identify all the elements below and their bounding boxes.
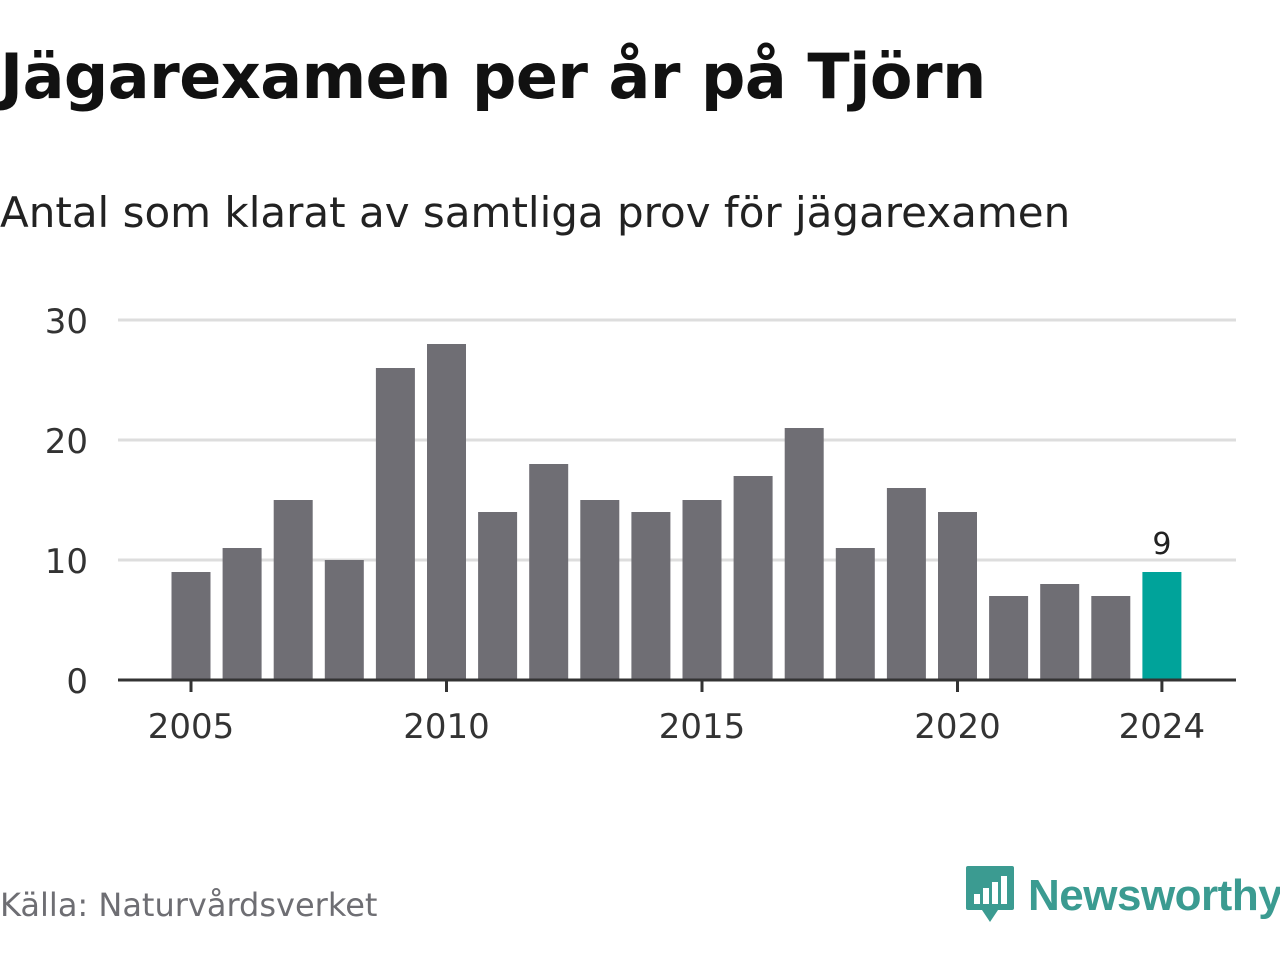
x-tick-label: 2010 [403, 707, 490, 747]
chart-title: Jägarexamen per år på Tjörn [0, 40, 986, 113]
x-tick-label: 2024 [1119, 707, 1206, 747]
source-note: Källa: Naturvårdsverket [0, 886, 378, 924]
y-tick-label: 10 [45, 542, 88, 582]
bar [222, 548, 262, 680]
bar [375, 368, 415, 680]
bar [1040, 584, 1080, 680]
brand-name: Newsworthy [1028, 871, 1280, 920]
bar-chart: 0 10 20 30 9 2005 2010 2015 2020 2024 [45, 302, 1236, 747]
bar [427, 344, 466, 680]
bar [989, 596, 1029, 680]
y-tick-label: 20 [45, 422, 88, 462]
bar [1091, 596, 1131, 680]
brand-logo: Newsworthy [964, 864, 1280, 928]
bar [580, 500, 620, 680]
x-tick-label: 2015 [659, 707, 746, 747]
y-tick-label: 30 [45, 302, 88, 342]
bar [529, 464, 569, 680]
x-tick-label: 2020 [914, 707, 1001, 747]
chart-subtitle: Antal som klarat av samtliga prov för jä… [0, 188, 1071, 237]
bar [886, 488, 926, 680]
y-tick-label: 0 [66, 662, 88, 702]
bar [733, 476, 773, 680]
bar [171, 572, 211, 680]
bar [631, 512, 671, 680]
x-tick-label: 2005 [148, 707, 235, 747]
bar [273, 500, 313, 680]
bar [1142, 572, 1182, 680]
bar [478, 512, 518, 680]
bar [682, 500, 722, 680]
bar [835, 548, 875, 680]
data-label: 9 [1152, 527, 1171, 562]
bar [324, 560, 364, 680]
bar [938, 512, 977, 680]
newsworthy-logo-icon [966, 866, 1014, 922]
bar [784, 428, 824, 680]
